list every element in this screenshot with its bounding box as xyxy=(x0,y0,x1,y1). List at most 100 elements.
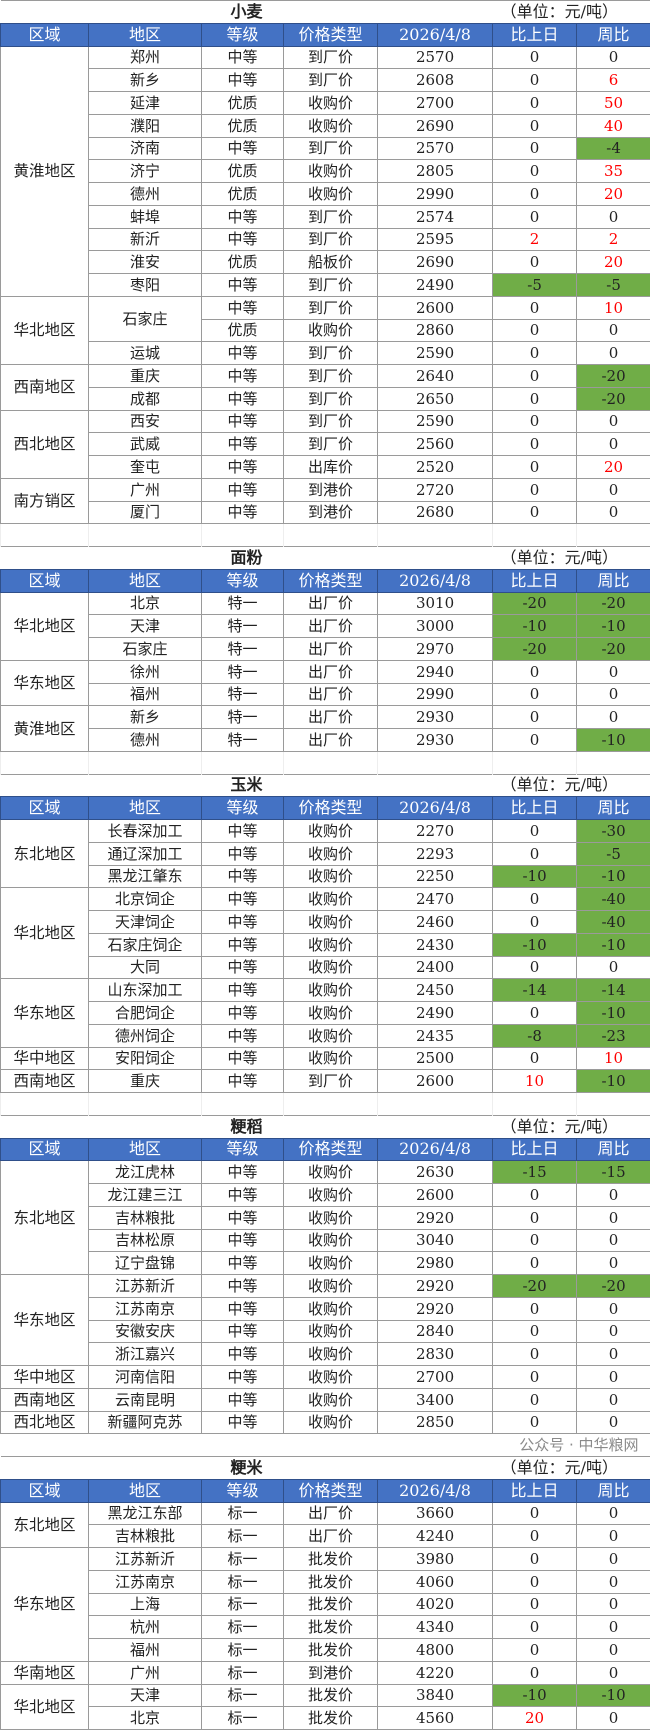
week-change-cell: 0 xyxy=(577,1616,650,1639)
price-type-cell: 收购价 xyxy=(284,114,378,137)
price-type-cell: 出厂价 xyxy=(284,683,378,706)
day-change-cell: 0 xyxy=(493,1229,577,1252)
section-title: 粳稻 xyxy=(1,1115,493,1138)
price-type-cell: 出厂价 xyxy=(284,1525,378,1548)
week-change-cell: 0 xyxy=(577,1206,650,1229)
column-header: 价格类型 xyxy=(284,1479,378,1502)
price-type-cell: 收购价 xyxy=(284,1002,378,1025)
column-header: 区域 xyxy=(1,1138,89,1161)
day-change-cell: -8 xyxy=(493,1024,577,1047)
day-change-cell: 0 xyxy=(493,911,577,934)
day-change-cell: 0 xyxy=(493,92,577,115)
week-change-cell: 0 xyxy=(577,1184,650,1207)
price-cell: 2920 xyxy=(378,1275,493,1298)
area-cell: 吉林松原 xyxy=(89,1229,202,1252)
column-header: 区域 xyxy=(1,797,89,820)
empty-cell xyxy=(284,524,378,547)
day-change-cell: 20 xyxy=(493,1707,577,1730)
grade-cell: 中等 xyxy=(202,842,284,865)
price-cell: 2830 xyxy=(378,1343,493,1366)
area-cell: 黑龙江肇东 xyxy=(89,865,202,888)
column-header: 区域 xyxy=(1,569,89,592)
day-change-cell: 0 xyxy=(493,1593,577,1616)
week-change-cell: 0 xyxy=(577,660,650,683)
section-title-row: 粳稻（单位：元/吨） xyxy=(1,1115,650,1138)
day-change-cell: 0 xyxy=(493,660,577,683)
price-type-cell: 收购价 xyxy=(284,1297,378,1320)
grade-cell: 中等 xyxy=(202,478,284,501)
week-change-cell: 0 xyxy=(577,1297,650,1320)
day-change-cell: 0 xyxy=(493,46,577,69)
week-change-cell: 0 xyxy=(577,410,650,433)
region-cell: 华北地区 xyxy=(1,888,89,979)
day-change-cell: -14 xyxy=(493,979,577,1002)
week-change-cell: 0 xyxy=(577,1411,650,1434)
day-change-cell: 0 xyxy=(493,888,577,911)
empty-cell xyxy=(202,751,284,774)
price-cell: 2430 xyxy=(378,933,493,956)
week-change-cell: -10 xyxy=(577,1070,650,1093)
price-cell: 3840 xyxy=(378,1684,493,1707)
day-change-cell: 0 xyxy=(493,456,577,479)
price-cell: 2720 xyxy=(378,478,493,501)
grade-cell: 中等 xyxy=(202,1320,284,1343)
week-change-cell: 0 xyxy=(577,1502,650,1525)
area-cell: 广州 xyxy=(89,478,202,501)
week-change-cell: 10 xyxy=(577,296,650,319)
week-change-cell: 6 xyxy=(577,69,650,92)
week-change-cell: -10 xyxy=(577,1002,650,1025)
price-type-cell: 批发价 xyxy=(284,1616,378,1639)
grade-cell: 中等 xyxy=(202,1297,284,1320)
price-cell: 2400 xyxy=(378,956,493,979)
price-cell: 2700 xyxy=(378,1366,493,1389)
area-cell: 德州 xyxy=(89,729,202,752)
empty-cell xyxy=(89,524,202,547)
column-header: 价格类型 xyxy=(284,1138,378,1161)
column-header: 区域 xyxy=(1,23,89,46)
column-header: 周比 xyxy=(577,1138,650,1161)
area-cell: 奎屯 xyxy=(89,456,202,479)
price-cell: 3010 xyxy=(378,592,493,615)
grade-cell: 中等 xyxy=(202,387,284,410)
price-cell: 2980 xyxy=(378,1252,493,1275)
price-cell: 2930 xyxy=(378,729,493,752)
week-change-cell: -10 xyxy=(577,1684,650,1707)
price-cell: 2990 xyxy=(378,183,493,206)
day-change-cell: 0 xyxy=(493,1297,577,1320)
grade-cell: 特一 xyxy=(202,638,284,661)
grade-cell: 标一 xyxy=(202,1639,284,1662)
day-change-cell: -5 xyxy=(493,274,577,297)
grade-cell: 中等 xyxy=(202,1070,284,1093)
empty-cell xyxy=(493,751,577,774)
empty-cell xyxy=(577,751,650,774)
day-change-cell: 0 xyxy=(493,1502,577,1525)
empty-cell xyxy=(284,1093,378,1116)
column-header: 2026/4/8 xyxy=(378,23,493,46)
grade-cell: 中等 xyxy=(202,205,284,228)
week-change-cell: -20 xyxy=(577,638,650,661)
price-type-cell: 出厂价 xyxy=(284,1502,378,1525)
day-change-cell: -20 xyxy=(493,592,577,615)
week-change-cell: 0 xyxy=(577,1570,650,1593)
empty-cell xyxy=(1,751,89,774)
week-change-cell: -10 xyxy=(577,933,650,956)
region-cell: 华东地区 xyxy=(1,1275,89,1366)
price-type-cell: 出厂价 xyxy=(284,706,378,729)
area-cell: 枣阳 xyxy=(89,274,202,297)
price-cell: 2600 xyxy=(378,1184,493,1207)
